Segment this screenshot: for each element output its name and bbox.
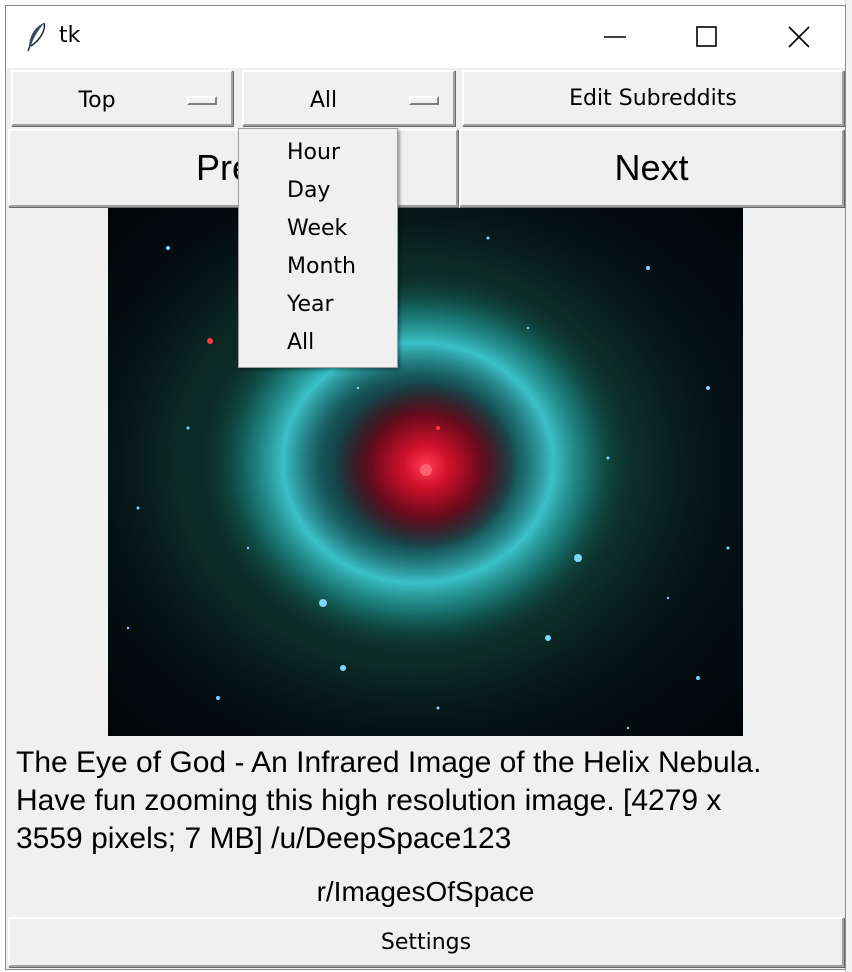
- maximize-button[interactable]: [661, 6, 753, 68]
- menu-indicator-icon: [187, 96, 217, 105]
- minimize-icon: [604, 36, 626, 38]
- dropdown-item-day[interactable]: Day: [287, 178, 331, 203]
- background-editor-strip: [845, 0, 852, 972]
- caption-line: Have fun zooming this high resolution im…: [16, 784, 722, 817]
- caption-line: The Eye of God - An Infrared Image of th…: [16, 746, 762, 779]
- app-window: tk Top All Edit Subreddits Prev: [5, 5, 846, 970]
- dropdown-item-all[interactable]: All: [287, 330, 315, 355]
- maximize-icon: [696, 26, 717, 47]
- sort-value: Top: [78, 88, 116, 113]
- post-image: [78, 173, 743, 753]
- edit-subreddits-button[interactable]: Edit Subreddits: [462, 70, 844, 126]
- title-bar[interactable]: tk: [6, 6, 845, 68]
- nebula-image: [78, 173, 743, 753]
- close-icon: [788, 26, 810, 48]
- settings-label: Settings: [380, 929, 472, 955]
- next-label: Next: [614, 147, 689, 188]
- dropdown-item-year[interactable]: Year: [287, 292, 334, 317]
- dropdown-item-month[interactable]: Month: [287, 254, 356, 279]
- time-menubutton[interactable]: All: [242, 70, 455, 126]
- window-title: tk: [59, 23, 81, 48]
- time-value: All: [309, 88, 338, 113]
- time-dropdown-menu: Hour Day Week Month Year All: [238, 128, 398, 368]
- subreddit-label: r/ImagesOfSpace: [316, 876, 535, 907]
- minimize-button[interactable]: [569, 6, 661, 68]
- sort-menubutton[interactable]: Top: [11, 70, 233, 126]
- next-button[interactable]: Next: [459, 129, 844, 207]
- settings-button[interactable]: Settings: [8, 917, 844, 967]
- dropdown-item-week[interactable]: Week: [287, 216, 348, 241]
- dropdown-item-hour[interactable]: Hour: [287, 140, 340, 165]
- menu-indicator-icon: [409, 96, 439, 105]
- post-caption: The Eye of God - An Infrared Image of th…: [16, 744, 841, 858]
- caption-line: 3559 pixels; 7 MB] /u/DeepSpace123: [16, 822, 512, 855]
- edit-subreddits-label: Edit Subreddits: [569, 85, 737, 111]
- feather-icon: [27, 22, 46, 52]
- close-button[interactable]: [753, 6, 845, 68]
